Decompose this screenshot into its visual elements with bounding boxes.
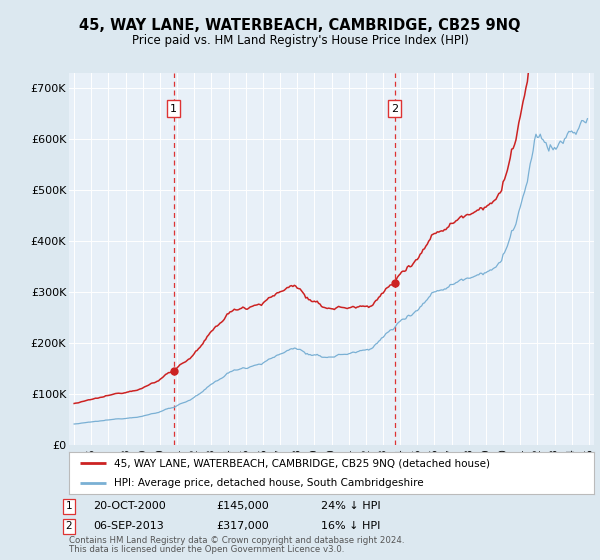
Text: 1: 1 xyxy=(65,501,73,511)
Text: 45, WAY LANE, WATERBEACH, CAMBRIDGE, CB25 9NQ (detached house): 45, WAY LANE, WATERBEACH, CAMBRIDGE, CB2… xyxy=(113,458,490,468)
Text: 16% ↓ HPI: 16% ↓ HPI xyxy=(321,521,380,531)
Text: This data is licensed under the Open Government Licence v3.0.: This data is licensed under the Open Gov… xyxy=(69,545,344,554)
Text: £145,000: £145,000 xyxy=(216,501,269,511)
Text: Price paid vs. HM Land Registry's House Price Index (HPI): Price paid vs. HM Land Registry's House … xyxy=(131,34,469,46)
Text: 20-OCT-2000: 20-OCT-2000 xyxy=(93,501,166,511)
Text: 45, WAY LANE, WATERBEACH, CAMBRIDGE, CB25 9NQ: 45, WAY LANE, WATERBEACH, CAMBRIDGE, CB2… xyxy=(79,18,521,33)
Text: £317,000: £317,000 xyxy=(216,521,269,531)
Text: 24% ↓ HPI: 24% ↓ HPI xyxy=(321,501,380,511)
Text: 2: 2 xyxy=(65,521,73,531)
Text: 06-SEP-2013: 06-SEP-2013 xyxy=(93,521,164,531)
Text: 1: 1 xyxy=(170,104,177,114)
Text: 2: 2 xyxy=(391,104,398,114)
Text: Contains HM Land Registry data © Crown copyright and database right 2024.: Contains HM Land Registry data © Crown c… xyxy=(69,536,404,545)
Text: HPI: Average price, detached house, South Cambridgeshire: HPI: Average price, detached house, Sout… xyxy=(113,478,423,488)
